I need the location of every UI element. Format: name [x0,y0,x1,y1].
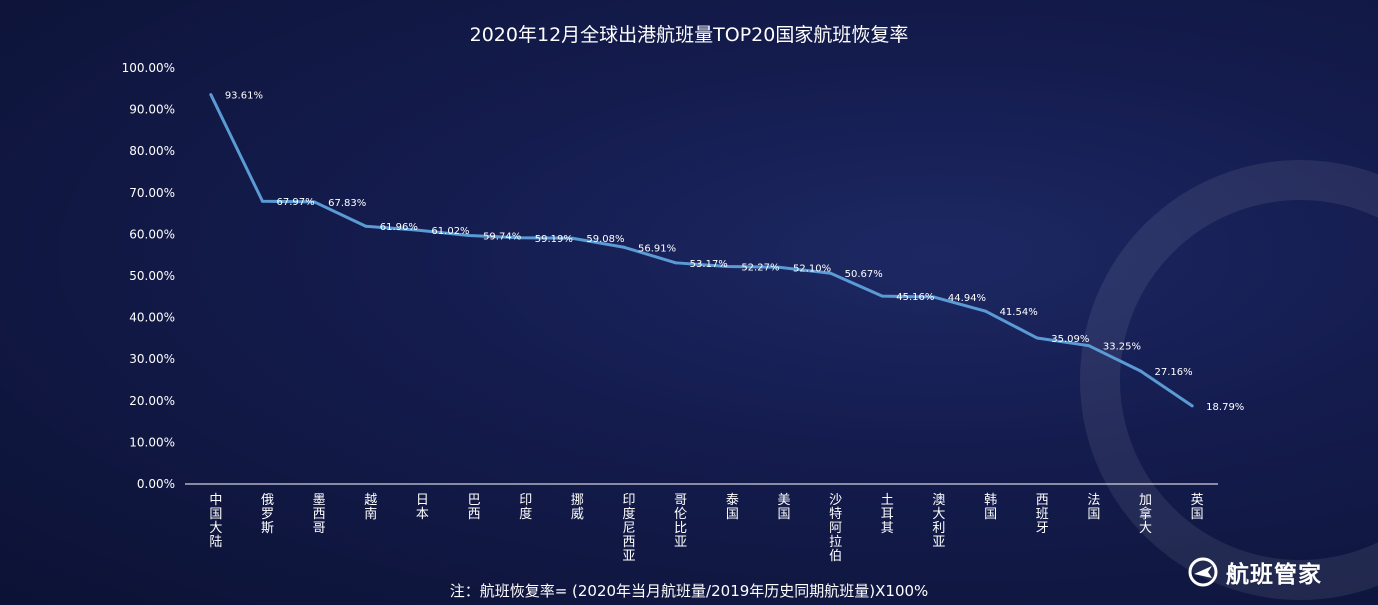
x-tick-label: 韩国 [984,493,997,522]
data-label: 35.09% [1051,334,1089,345]
data-point [312,200,316,204]
data-label: 50.67% [845,269,883,280]
x-tick-label: 越南 [364,493,377,522]
chart-title: 2020年12月全球出港航班量TOP20国家航班恢复率 [469,24,909,46]
x-tick-label: 加拿大 [1139,493,1152,536]
y-tick-label: 90.00% [129,103,175,117]
y-tick-label: 50.00% [129,269,175,283]
brand: 航班管家 [1188,555,1322,589]
data-point [1139,369,1143,373]
x-tick-label: 泰国 [726,493,739,522]
data-label: 59.74% [483,231,521,242]
data-point [932,295,936,299]
data-label: 53.17% [690,259,728,270]
data-label: 44.94% [948,293,986,304]
y-tick-label: 70.00% [129,186,175,200]
data-label: 52.27% [741,263,779,274]
x-tick-label: 哥伦比亚 [674,493,687,550]
y-tick-label: 100.00% [122,61,175,75]
data-label: 61.96% [380,222,418,233]
footnote: 注：航班恢复率= (2020年当月航班量/2019年历史同期航班量)X100% [449,582,929,600]
x-tick-label: 俄罗斯 [261,493,274,536]
data-label: 56.91% [638,243,676,254]
data-point [570,236,574,240]
x-tick-label: 西班牙 [1036,493,1049,536]
y-tick-label: 30.00% [129,352,175,366]
watermark-logo-icon [1080,160,1378,600]
data-label: 27.16% [1155,367,1193,378]
data-label: 41.54% [1000,307,1038,318]
x-tick-label: 英国 [1191,493,1204,522]
data-label: 61.02% [431,226,469,237]
y-tick-label: 40.00% [129,311,175,325]
y-tick-label: 0.00% [137,477,175,491]
data-label: 93.61% [225,91,263,102]
data-label: 59.19% [535,234,573,245]
data-point [415,228,419,232]
data-point [519,236,523,240]
data-point [725,265,729,269]
data-point [829,271,833,275]
series-line [209,93,1194,408]
x-tick-label: 法国 [1087,493,1100,522]
data-point [1035,336,1039,340]
y-tick-label: 20.00% [129,394,175,408]
data-point [209,93,213,97]
series-polyline [209,93,1194,408]
x-tick-label: 日本 [416,493,429,522]
data-labels: 93.61% 67.97% 67.83% 61.96% 61.02% 59.74% 59.1… [225,91,1244,413]
y-tick-label: 60.00% [129,227,175,241]
data-point [260,199,264,203]
x-tick-label: 中国大陆 [209,493,222,550]
x-tick-label: 沙特阿拉伯 [829,493,842,564]
x-tick-label: 挪威 [571,493,584,522]
data-label: 59.08% [586,234,624,245]
data-label: 33.25% [1103,342,1141,353]
data-point [1190,404,1194,408]
data-point [1087,344,1091,348]
brand-name: 航班管家 [1226,562,1322,588]
x-tick-label: 美国 [777,493,790,522]
x-tick-label: 印度 [519,493,532,522]
x-tick-label: 土耳其 [881,493,894,536]
x-tick-label: 澳大利亚 [932,492,945,550]
data-label: 45.16% [896,292,934,303]
data-point [674,261,678,265]
data-label: 67.83% [328,198,366,209]
data-label: 67.97% [276,197,314,208]
y-tick-label: 10.00% [129,435,175,449]
x-tick-label: 巴西 [468,493,481,522]
y-axis-ticks: 0.00% 10.00% 20.00% 30.00% 40.00% 50.00% 60.00… [122,61,175,491]
data-point [777,265,781,269]
data-point [364,224,368,228]
data-point [622,245,626,249]
x-axis-ticks: 中国大陆 俄罗斯 墨西哥 越南 日本 巴西 印度 挪威 印度尼西亚 哥伦比亚 泰国 美国 沙特阿拉伯 土耳… [209,492,1203,564]
data-label: 52.10% [793,263,831,274]
y-tick-label: 80.00% [129,144,175,158]
data-point [467,233,471,237]
airplane-logo-icon [1188,557,1218,587]
data-point [984,309,988,313]
x-tick-label: 墨西哥 [313,493,326,536]
data-point [880,294,884,298]
x-tick-label: 印度尼西亚 [623,493,636,564]
data-label: 18.79% [1206,402,1244,413]
